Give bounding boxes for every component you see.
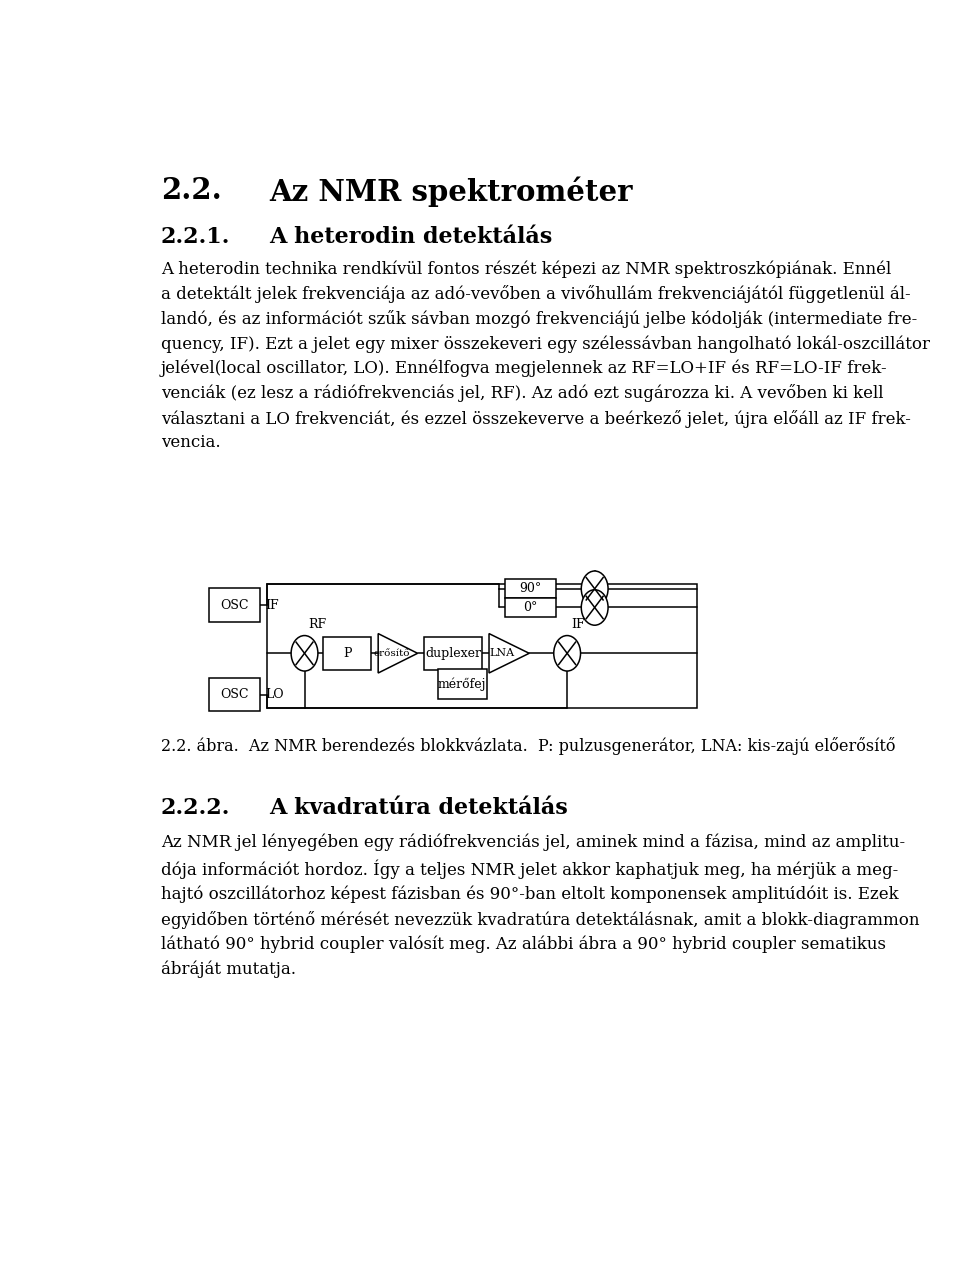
Text: P: P: [343, 646, 351, 659]
Bar: [267, 584, 697, 709]
Bar: [423, 636, 482, 669]
Circle shape: [581, 571, 608, 607]
Text: OSC: OSC: [221, 689, 249, 701]
Circle shape: [554, 636, 581, 671]
Text: A kvadratúra detektálás: A kvadratúra detektálás: [269, 797, 567, 819]
Text: Az NMR spektrométer: Az NMR spektrométer: [269, 177, 633, 207]
Bar: [505, 598, 556, 617]
Text: OSC: OSC: [221, 599, 249, 612]
Text: IF: IF: [571, 618, 585, 631]
Text: erősítő: erősítő: [373, 649, 410, 658]
Circle shape: [291, 636, 318, 671]
Text: A heterodin detektálás: A heterodin detektálás: [269, 225, 552, 247]
Bar: [505, 580, 556, 598]
Bar: [209, 678, 260, 712]
Text: duplexer: duplexer: [425, 646, 481, 659]
Bar: [324, 636, 372, 669]
Text: 2.2. ábra.  Az NMR berendezés blokkvázlata.  P: pulzusgenerátor, LNA: kis-zajú e: 2.2. ábra. Az NMR berendezés blokkvázlat…: [161, 737, 896, 755]
Text: 2.2.1.: 2.2.1.: [161, 225, 230, 247]
Circle shape: [581, 590, 608, 625]
Bar: [209, 589, 260, 622]
Text: RF: RF: [308, 618, 326, 631]
Bar: [438, 669, 487, 699]
Text: 90°: 90°: [519, 582, 541, 595]
Text: 2.2.2.: 2.2.2.: [161, 797, 230, 819]
Text: LO: LO: [265, 689, 284, 701]
Polygon shape: [378, 634, 418, 673]
Text: 0°: 0°: [523, 602, 538, 614]
Text: 2.2.: 2.2.: [161, 177, 222, 205]
Text: mérőfej: mérőfej: [438, 677, 487, 691]
Polygon shape: [489, 634, 529, 673]
Text: IF: IF: [265, 599, 278, 612]
Text: Az NMR jel lényegében egy rádiófrekvenciás jel, aminek mind a fázisa, mind az am: Az NMR jel lényegében egy rádiófrekvenci…: [161, 833, 920, 978]
Text: LNA: LNA: [490, 648, 515, 658]
Text: A heterodin technika rendkívül fontos részét képezi az NMR spektroszkópiának. En: A heterodin technika rendkívül fontos ré…: [161, 260, 930, 452]
